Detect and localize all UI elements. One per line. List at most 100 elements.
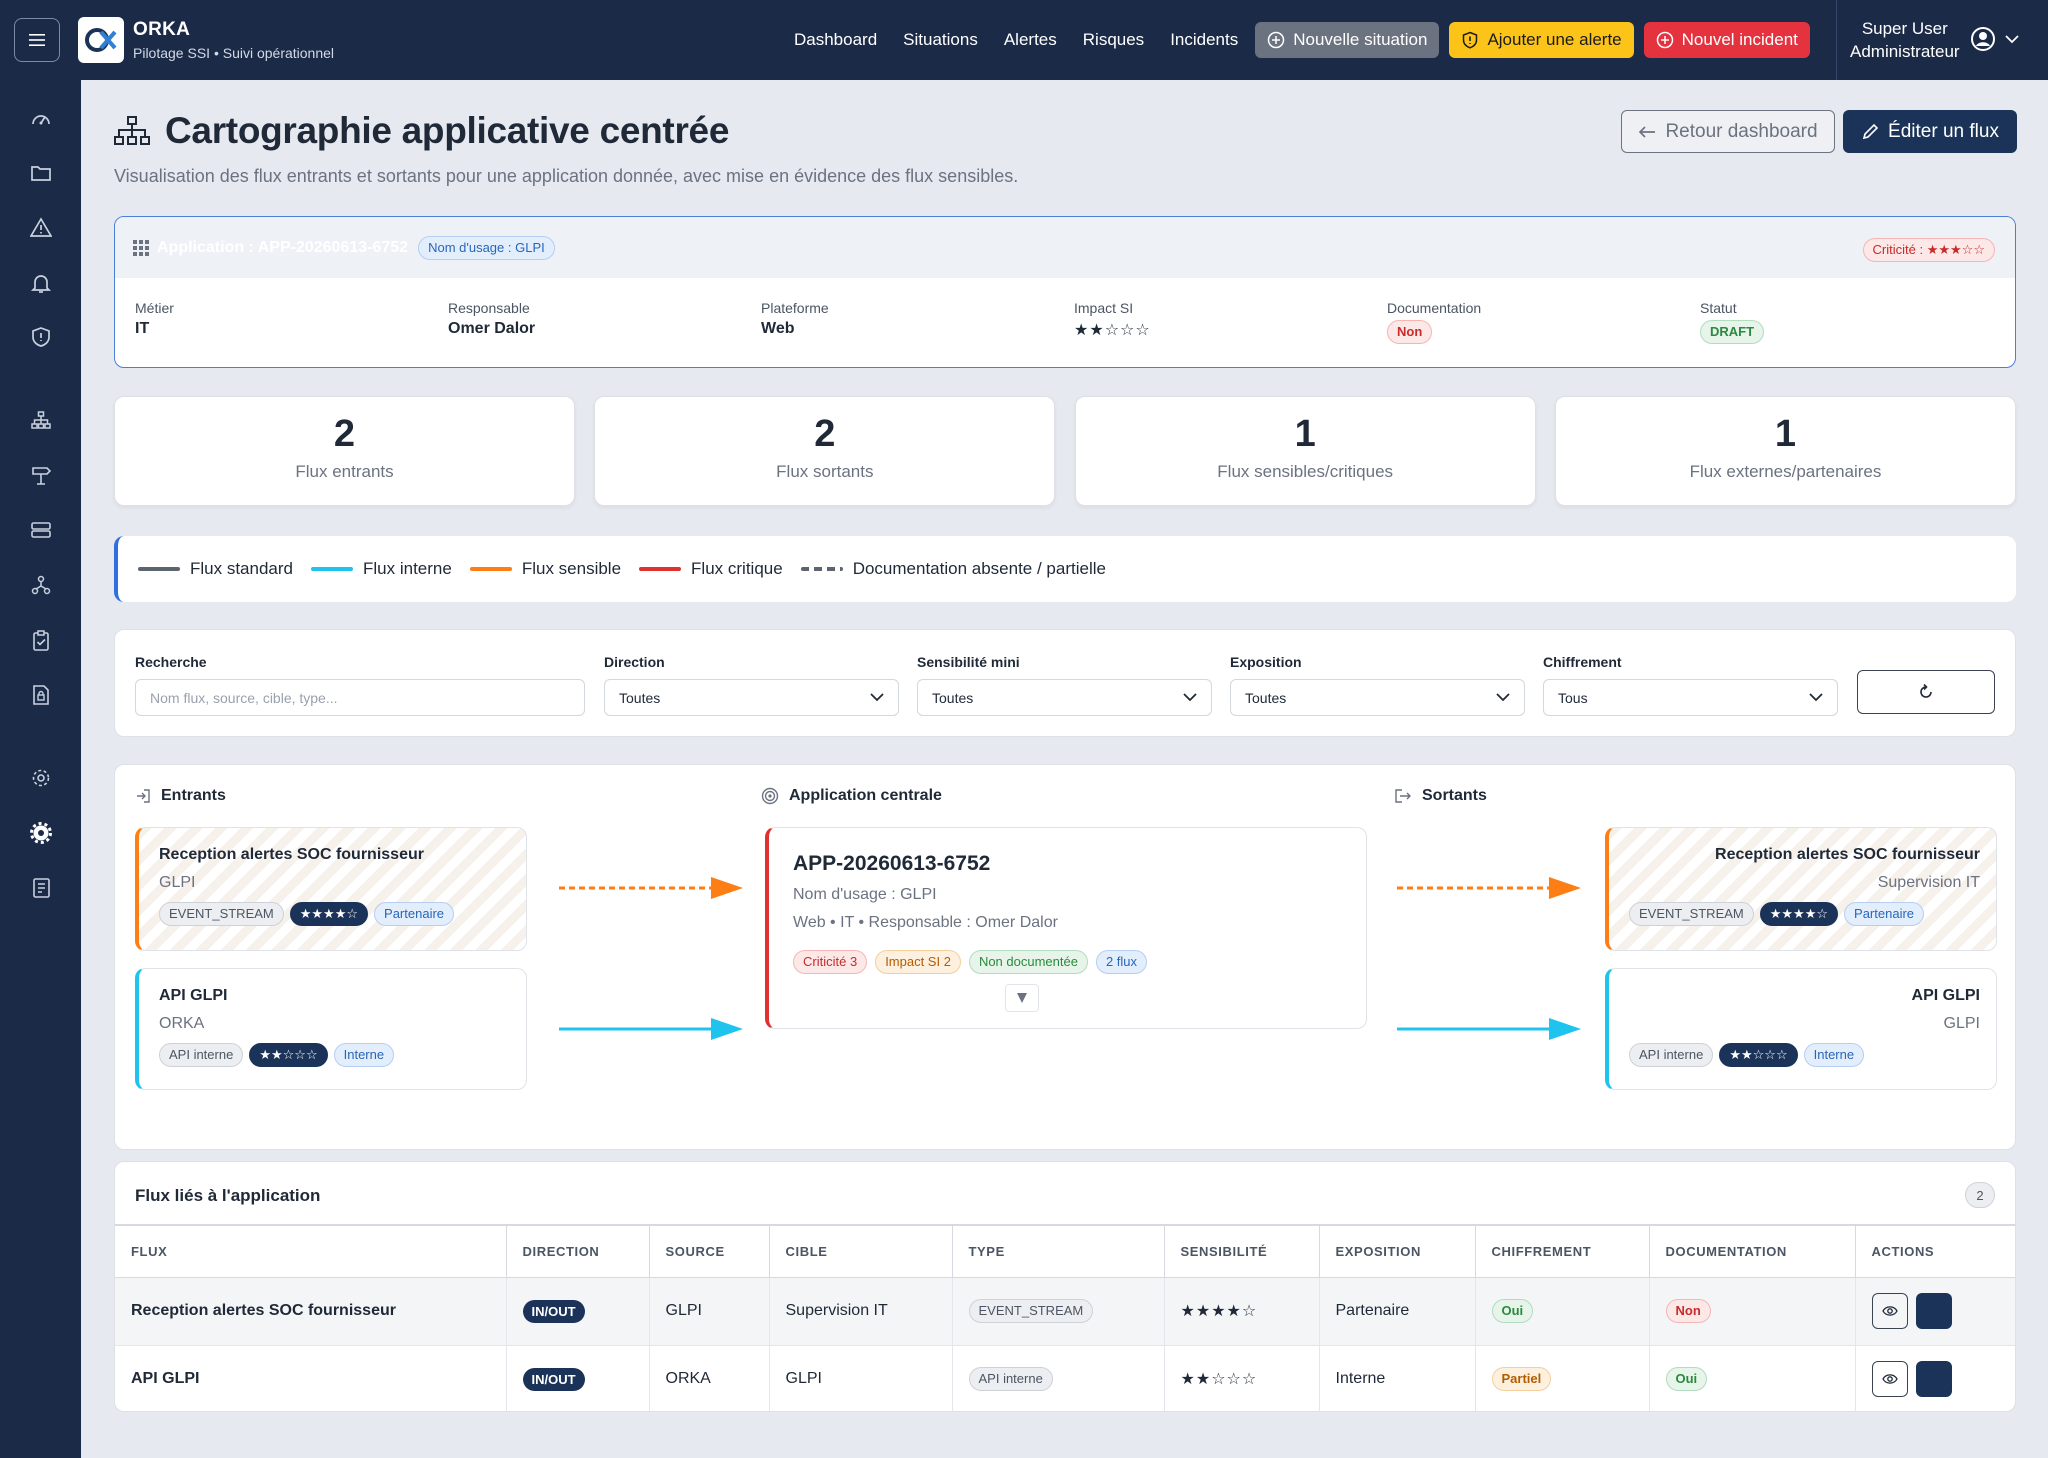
stat-value: 1: [1774, 413, 1797, 455]
legend-critical: Flux critique: [639, 559, 783, 579]
col-header[interactable]: DIRECTION: [506, 1224, 650, 1278]
logo-icon: [85, 28, 117, 52]
gear-filled-icon[interactable]: [28, 820, 54, 846]
eye-icon: [1881, 1374, 1898, 1384]
flow-name: API GLPI: [159, 987, 228, 1004]
brand: ORKA Pilotage SSI • Suivi opérationnel: [133, 19, 334, 61]
menu-toggle-button[interactable]: [14, 18, 60, 62]
bell-icon[interactable]: [28, 270, 54, 296]
nav-incidents[interactable]: Incidents: [1170, 30, 1239, 49]
shield-icon[interactable]: [28, 324, 54, 350]
new-situation-button[interactable]: Nouvelle situation: [1255, 22, 1440, 58]
server-icon[interactable]: [28, 517, 54, 543]
sitemap-icon[interactable]: [28, 407, 54, 433]
filter-label: Exposition: [1230, 654, 1302, 670]
folder-icon[interactable]: [28, 160, 54, 186]
expand-toggle[interactable]: [1005, 984, 1039, 1012]
cell-type: EVENT_STREAM: [952, 1277, 1165, 1346]
legend-label: Documentation absente / partielle: [852, 559, 1106, 578]
exposure-select[interactable]: Toutes: [1230, 679, 1525, 716]
view-button[interactable]: [1871, 1361, 1908, 1397]
legend-line: [469, 567, 512, 571]
outgoing-flow-card[interactable]: Reception alertes SOC fournisseur Superv…: [1605, 827, 1997, 951]
main-content: Cartographie applicative centrée Visuali…: [81, 80, 2048, 1458]
cell-sensitivity: ★★★★☆: [1164, 1277, 1320, 1346]
col-header[interactable]: CHIFFREMENT: [1475, 1224, 1650, 1278]
col-header[interactable]: SENSIBILITÉ: [1164, 1224, 1320, 1278]
incoming-flow-card[interactable]: Reception alertes SOC fournisseur GLPI E…: [135, 827, 527, 951]
col-header[interactable]: DOCUMENTATION: [1649, 1224, 1856, 1278]
cell-direction: IN/OUT: [506, 1345, 650, 1411]
legend-label: Flux interne: [363, 559, 452, 578]
warning-icon[interactable]: [28, 215, 54, 241]
flow-name: Reception alertes SOC fournisseur: [159, 846, 424, 863]
flow-exposure-badge: Partenaire: [374, 902, 455, 926]
nav-risques[interactable]: Risques: [1082, 30, 1145, 49]
filter-direction: Direction Toutes: [604, 654, 899, 716]
file-lock-icon[interactable]: [28, 682, 54, 708]
central-application-card[interactable]: APP-20260613-6752 Nom d'usage : GLPI Web…: [765, 827, 1367, 1029]
cell-direction: IN/OUT: [506, 1277, 650, 1346]
col-header[interactable]: FLUX: [115, 1224, 507, 1278]
edit-flow-button[interactable]: Éditer un flux: [1843, 110, 2017, 153]
nav-situations[interactable]: Situations: [903, 30, 978, 49]
direction-select[interactable]: Toutes: [604, 679, 899, 716]
table-row[interactable]: Reception alertes SOC fournisseur IN/OUT…: [115, 1277, 2015, 1346]
flow-peer: Supervision IT: [1877, 874, 1980, 891]
journal-icon[interactable]: [28, 875, 54, 901]
stat-label: Flux sortants: [776, 462, 874, 481]
new-incident-button[interactable]: Nouvel incident: [1643, 22, 1810, 58]
network-icon[interactable]: [28, 572, 54, 598]
signpost-icon[interactable]: [28, 462, 54, 488]
col-header[interactable]: CIBLE: [769, 1224, 953, 1278]
table-row[interactable]: API GLPI IN/OUT ORKA GLPI API interne ★★…: [115, 1345, 2015, 1411]
application-card-header: Application : APP-20260613-6752 Nom d'us…: [115, 217, 2015, 278]
edit-flow-label: Éditer un flux: [1888, 120, 1999, 142]
user-menu-toggle[interactable]: [1970, 26, 2020, 52]
flow-sensitivity-stars: ★★☆☆☆: [1719, 1043, 1798, 1067]
top-bar: ORKA Pilotage SSI • Suivi opérationnel D…: [0, 0, 2048, 80]
meta-plateforme: Plateforme Web: [761, 300, 1074, 344]
sensitivity-select[interactable]: Toutes: [917, 679, 1212, 716]
page-subtitle: Visualisation des flux entrants et sorta…: [114, 166, 1019, 186]
filter-sensitivity: Sensibilité mini Toutes: [917, 654, 1212, 716]
encryption-badge: Oui: [1491, 1299, 1534, 1323]
col-header[interactable]: EXPOSITION: [1319, 1224, 1476, 1278]
center-header: Application centrale: [761, 787, 942, 805]
col-header[interactable]: SOURCE: [649, 1224, 770, 1278]
nav-dashboard[interactable]: Dashboard: [794, 30, 878, 49]
application-id: Application : APP-20260613-6752: [157, 238, 409, 256]
reset-filters-button[interactable]: [1857, 670, 1995, 714]
flow-legend: Flux standard Flux interne Flux sensible…: [114, 536, 2016, 602]
chevron-down-icon: [870, 693, 884, 702]
brand-name: ORKA: [133, 19, 191, 40]
edit-button[interactable]: [1915, 1361, 1952, 1397]
stat-label: Flux externes/partenaires: [1689, 462, 1882, 481]
encryption-select[interactable]: Tous: [1543, 679, 1838, 716]
search-input[interactable]: Nom flux, source, cible, type...: [135, 679, 585, 716]
user-info[interactable]: Super User Administrateur: [1850, 17, 1960, 63]
gear-icon[interactable]: [28, 765, 54, 791]
dashboard-gauge-icon[interactable]: [28, 106, 54, 132]
filter-label: Recherche: [135, 654, 207, 670]
encryption-badge: Partiel: [1491, 1367, 1552, 1391]
col-header[interactable]: TYPE: [952, 1224, 1165, 1278]
select-value: Toutes: [1245, 689, 1287, 706]
outgoing-flow-card[interactable]: API GLPI GLPI API interne ★★☆☆☆ Interne: [1605, 968, 1997, 1090]
cell-actions: [1855, 1345, 2015, 1411]
edit-button[interactable]: [1915, 1293, 1952, 1329]
add-alert-button[interactable]: Ajouter une alerte: [1449, 22, 1634, 58]
view-button[interactable]: [1871, 1293, 1908, 1329]
new-incident-label: Nouvel incident: [1681, 30, 1798, 49]
stat-sensitive: 1 Flux sensibles/critiques: [1074, 396, 1536, 506]
eye-icon: [1881, 1306, 1898, 1316]
clipboard-check-icon[interactable]: [28, 627, 54, 653]
orka-logo[interactable]: [78, 17, 124, 63]
legend-sensitive: Flux sensible: [469, 559, 621, 579]
meta-responsable: Responsable Omer Dalor: [448, 300, 761, 344]
flow-peer: GLPI: [159, 874, 196, 891]
nav-alertes[interactable]: Alertes: [1003, 30, 1057, 49]
cell-sensitivity: ★★☆☆☆: [1164, 1345, 1320, 1411]
incoming-flow-card[interactable]: API GLPI ORKA API interne ★★☆☆☆ Interne: [135, 968, 527, 1090]
back-dashboard-button[interactable]: Retour dashboard: [1621, 110, 1835, 153]
